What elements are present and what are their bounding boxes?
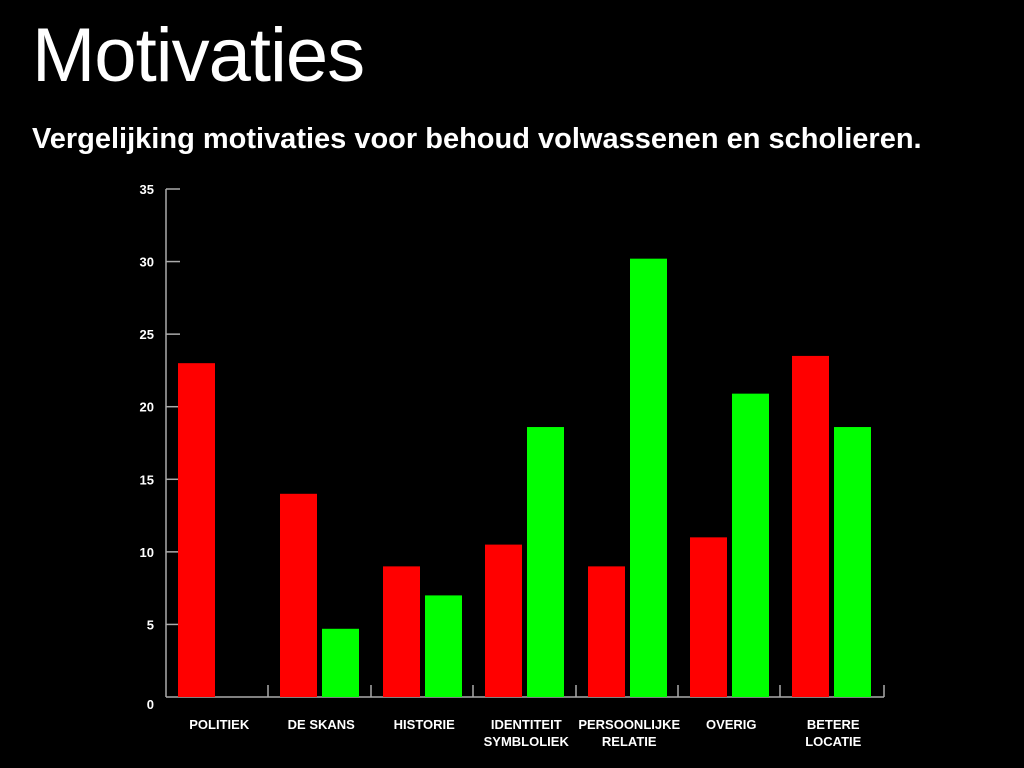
chart-bars — [178, 258, 871, 697]
bar-series-2 — [630, 258, 667, 697]
bar-series-2 — [834, 427, 871, 697]
x-category-label: POLITIEK — [189, 717, 250, 732]
y-tick-label: 0 — [147, 697, 154, 712]
y-tick-label: 5 — [147, 617, 154, 632]
x-category-label: IDENTITEIT SYMBLOLIEK — [484, 717, 570, 749]
bar-series-1 — [383, 566, 420, 697]
slide-title: Motivaties — [32, 13, 365, 98]
bar-series-2 — [322, 628, 359, 697]
chart-axes — [165, 188, 885, 698]
x-category-label: PERSOONLIJKE RELATIE — [578, 717, 680, 749]
x-category-label: DE SKANS — [288, 717, 356, 732]
bar-series-1 — [690, 537, 727, 697]
y-tick-label: 10 — [140, 545, 154, 560]
bar-series-2 — [425, 595, 462, 697]
x-category-label: BETERE LOCATIE — [805, 717, 861, 749]
bar-series-2 — [527, 427, 564, 697]
bar-series-2 — [732, 393, 769, 697]
y-tick-label: 35 — [140, 182, 154, 197]
bar-series-1 — [280, 493, 317, 697]
chart-labels: 0 5 10 15 20 25 30 35 POLITIEK DE SKANS HISTORIE ID… — [140, 182, 862, 749]
y-tick-label: 15 — [140, 472, 154, 487]
slide-subtitle: Vergelijking motivaties voor behoud volw… — [32, 123, 922, 155]
y-tick-label: 20 — [140, 400, 154, 415]
bar-series-1 — [485, 544, 522, 697]
bar-series-1 — [792, 355, 829, 697]
x-category-label: OVERIG — [706, 717, 757, 732]
y-tick-label: 25 — [140, 327, 154, 342]
bar-series-1 — [588, 566, 625, 697]
x-category-label: HISTORIE — [394, 717, 455, 732]
y-tick-label: 30 — [140, 255, 154, 270]
bar-series-1 — [178, 363, 215, 697]
